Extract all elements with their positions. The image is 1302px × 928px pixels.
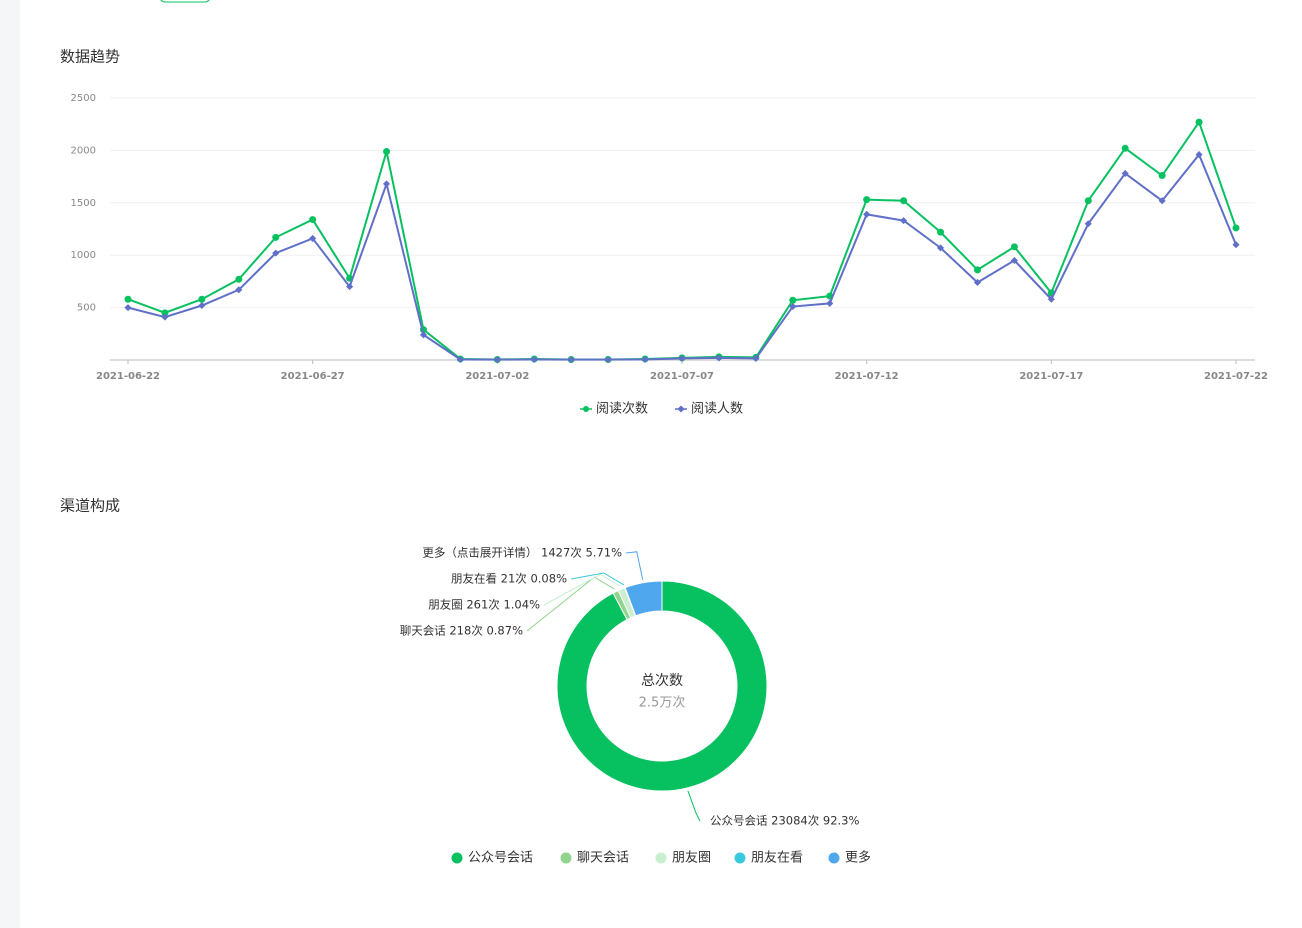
point [383,147,391,155]
point [456,355,464,364]
point [826,299,834,307]
point [493,356,501,364]
slice-label: 聊天会话 218次 0.87% [400,624,523,638]
series-line [127,152,1237,361]
x-tick-label: 2021-07-12 [835,371,899,382]
x-tick-label: 2021-07-07 [650,371,714,382]
legend-marker [583,406,589,412]
slice-label: 更多（点击展开详情） 1427次 5.71% [422,546,622,560]
legend-marker [451,852,463,864]
point [567,356,575,364]
point [1195,118,1203,126]
point [641,355,649,364]
point [863,196,871,204]
slice-label: 朋友圈 261次 1.04% [428,598,540,612]
legend-label: 阅读次数 [596,401,648,417]
point [419,331,428,339]
point [678,354,686,362]
side-strip [0,0,20,928]
y-tick-label: 2500 [71,93,96,104]
slice-label: 公众号会话 23084次 92.3% [710,814,859,828]
point [309,216,317,224]
x-tick-label: 2021-06-22 [96,371,160,382]
point [789,296,797,304]
leader-line [625,551,644,580]
slice-label: 朋友在看 21次 0.08% [451,572,567,586]
point [715,354,723,362]
x-tick-label: 2021-07-22 [1204,371,1268,382]
line-title: 数据趋势 [60,48,120,66]
legend-label: 朋友圈 [672,850,711,866]
point [1121,144,1129,152]
point [900,217,908,225]
point [1010,256,1018,264]
point [272,249,280,257]
slice [556,580,768,792]
x-tick-label: 2021-06-27 [281,371,345,382]
point [346,283,354,291]
point [973,266,981,274]
x-tick-label: 2021-07-17 [1019,371,1083,382]
point [936,244,945,252]
point [1010,243,1018,251]
y-tick-label: 500 [77,303,96,314]
legend-label: 聊天会话 [577,851,629,866]
point [272,233,280,241]
y-tick-label: 1500 [71,198,96,209]
point [1084,197,1092,205]
center-title: 总次数 [641,673,683,689]
point [1232,224,1240,232]
y-tick-label: 1000 [71,250,96,261]
point [752,354,760,362]
point [198,301,206,310]
legend-marker [828,852,840,864]
point [382,180,391,188]
pie-title: 渠道构成 [60,497,120,515]
legend-marker [677,405,685,413]
point [235,286,243,294]
y-tick-label: 2000 [71,145,96,156]
legend-label: 阅读人数 [691,402,743,417]
point [161,309,169,317]
point [604,356,612,364]
leader-line [543,573,621,606]
legend-label: 公众号会话 [468,851,533,866]
point [1232,241,1240,249]
point [1158,172,1166,180]
center-value: 2.5万次 [639,695,686,711]
legend-marker [734,852,746,864]
top-button[interactable] [160,0,210,3]
slice [624,580,663,617]
legend-marker [560,852,572,864]
point [937,228,945,236]
legend-marker [655,852,667,864]
point [973,278,982,286]
legend-label: 朋友在看 [751,850,803,866]
leader-line [687,790,701,822]
point [309,234,317,242]
point [789,303,797,311]
point [124,304,132,312]
series-line [127,119,1237,361]
legend-label: 更多 [845,850,871,866]
point [530,355,538,364]
point [124,295,132,303]
x-tick-label: 2021-07-02 [465,371,529,382]
leader-line [570,572,625,586]
point [900,197,908,205]
point [235,275,243,283]
point [161,313,169,321]
point [863,210,871,218]
point [198,295,206,303]
